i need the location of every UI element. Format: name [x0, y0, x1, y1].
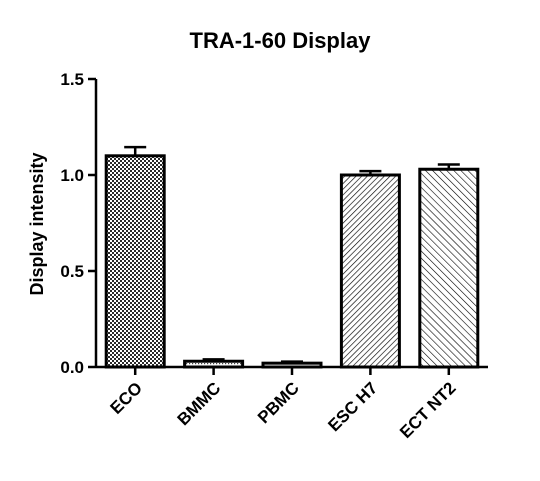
y-tick-label: 0.5 — [60, 262, 84, 281]
bar-ect-nt2 — [418, 167, 480, 369]
y-tick-label: 1.5 — [60, 70, 84, 89]
x-tick-label: PBMC — [254, 378, 303, 427]
x-tick-label: ECO — [107, 378, 146, 417]
x-tick-label: ECT NT2 — [396, 378, 460, 442]
x-tick-label: BMMC — [174, 378, 225, 429]
bar-esc-h7 — [339, 173, 401, 369]
bar-eco — [104, 154, 166, 369]
x-tick-label: ESC H7 — [324, 378, 381, 435]
x-axis: ECO BMMC PBMC ESC H7 ECT NT2 — [96, 365, 488, 442]
chart-title: TRA-1-60 Display — [190, 28, 372, 53]
y-tick-label: 1.0 — [60, 166, 84, 185]
bars — [104, 145, 480, 369]
y-tick-label: 0.0 — [60, 358, 84, 377]
y-axis-label: Display intensity — [27, 152, 47, 295]
y-axis: 0.0 0.5 1.0 1.5 — [60, 70, 98, 377]
